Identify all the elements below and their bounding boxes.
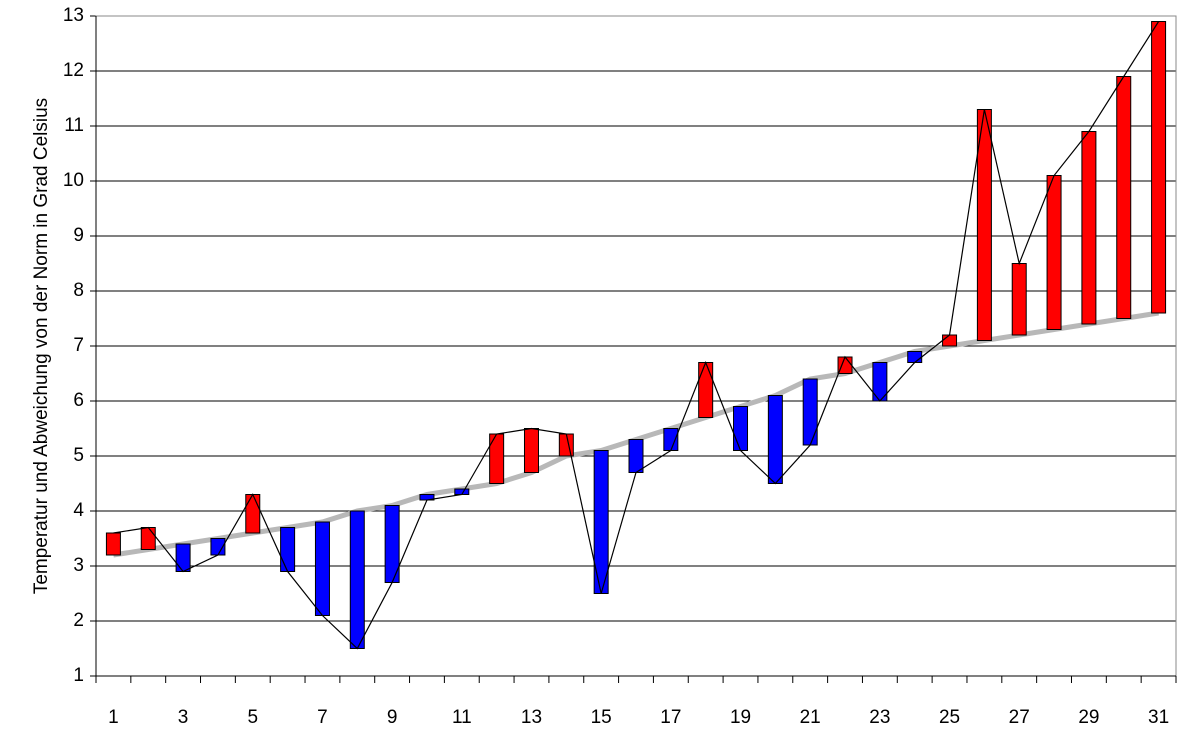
x-tick-label: 29: [1078, 707, 1099, 728]
y-tick-label: 5: [73, 445, 84, 466]
deviation-bar: [767, 395, 783, 484]
x-tick-label: 15: [591, 707, 612, 728]
y-tick-label: 9: [73, 225, 84, 246]
y-tick-label: 8: [73, 280, 84, 301]
temperature-line: [113, 21, 1160, 650]
deviation-bar: [280, 527, 296, 572]
deviation-bar: [105, 532, 121, 556]
y-tick-label: 13: [63, 5, 84, 26]
x-tick-label: 27: [1009, 707, 1030, 728]
y-tick-label: 2: [73, 610, 84, 631]
x-tick-label: 3: [178, 707, 189, 728]
deviation-bar: [314, 521, 330, 616]
deviation-bar: [1046, 175, 1062, 330]
deviation-bar: [1011, 263, 1027, 336]
deviation-bar: [907, 351, 923, 363]
deviation-bar: [349, 510, 365, 649]
x-tick-label: 31: [1148, 707, 1169, 728]
y-tick-label: 10: [63, 170, 84, 191]
y-tick-label: 3: [73, 555, 84, 576]
x-tick-label: 23: [869, 707, 890, 728]
y-tick-label: 6: [73, 390, 84, 411]
x-tick-label: 5: [247, 707, 258, 728]
deviation-bar: [942, 334, 958, 347]
deviation-bar: [245, 494, 261, 534]
deviation-bar: [628, 439, 644, 473]
x-tick-label: 17: [660, 707, 681, 728]
deviation-bar: [802, 378, 818, 446]
y-axis-label: Temperatur und Abweichung von der Norm i…: [31, 98, 52, 594]
x-tick-label: 1: [108, 707, 119, 728]
norm-line: [113, 310, 1159, 558]
y-tick-label: 11: [64, 115, 84, 136]
x-tick-label: 7: [317, 707, 328, 728]
deviation-bar: [175, 543, 191, 572]
deviation-bar: [1081, 131, 1097, 325]
y-tick-label: 4: [73, 500, 84, 521]
deviation-bar: [1116, 76, 1132, 319]
deviation-bar: [140, 527, 156, 550]
x-tick-label: 21: [800, 707, 821, 728]
deviation-bar: [698, 362, 714, 418]
x-tick-label: 25: [939, 707, 960, 728]
x-tick-label: 11: [452, 707, 472, 728]
deviation-bar: [558, 433, 574, 457]
y-tick-label: 12: [63, 60, 84, 81]
x-tick-label: 9: [387, 707, 398, 728]
deviation-bar: [733, 406, 749, 451]
deviation-bar: [523, 428, 539, 473]
x-tick-label: 19: [730, 707, 751, 728]
y-tick-label: 1: [73, 665, 84, 686]
x-tick-label: 13: [521, 707, 542, 728]
y-tick-label: 7: [73, 335, 84, 356]
deviation-bar: [837, 356, 853, 374]
deviation-bar: [1151, 21, 1167, 314]
